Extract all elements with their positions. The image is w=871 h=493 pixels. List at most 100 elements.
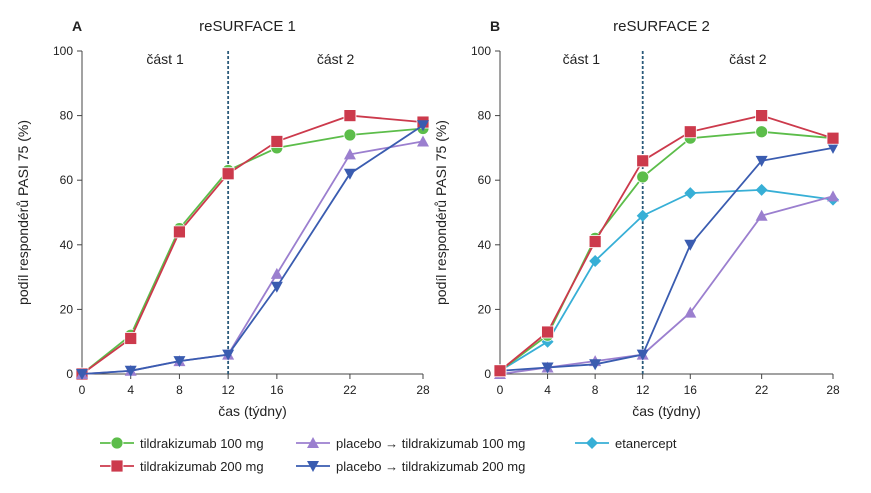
part-1-label: část 1 bbox=[146, 51, 184, 67]
legend-swatch-tilr100 bbox=[100, 436, 134, 450]
x-tick-label: 12 bbox=[221, 383, 235, 397]
legend-label-pl200: placebo → tildrakizumab 200 mg bbox=[336, 458, 526, 474]
data-point-pl200-a bbox=[270, 281, 283, 293]
y-tick-label: 0 bbox=[66, 367, 73, 381]
panel-a: 0 20 40 60 80 100 0 4 8 12 16 22 28 A reSURFACE 1 část … bbox=[15, 18, 430, 419]
data-point-pl200-b bbox=[589, 359, 602, 371]
legend-label-pl100: placebo → tildrakizumab 100 mg bbox=[336, 435, 526, 451]
data-point-tilr200-a bbox=[270, 135, 284, 148]
data-point-pl200-b bbox=[636, 349, 649, 361]
y-tick-label: 60 bbox=[60, 173, 74, 187]
part-2-label: část 2 bbox=[729, 51, 767, 67]
data-point-tilr200-b bbox=[588, 235, 602, 248]
data-point-etan-b bbox=[755, 183, 768, 196]
data-point-pl100-b bbox=[755, 209, 768, 221]
x-tick-label: 16 bbox=[684, 383, 698, 397]
part-1-label: část 1 bbox=[563, 51, 601, 67]
data-point-tilr200-b bbox=[683, 125, 697, 139]
legend-label-tilr200: tildrakizumab 200 mg bbox=[140, 458, 264, 474]
data-point-pl200-b bbox=[827, 142, 839, 154]
data-point-etan-b bbox=[589, 254, 602, 267]
legend-swatch-marker bbox=[307, 437, 319, 448]
data-point-pl200-a bbox=[173, 356, 186, 368]
x-tick-label: 16 bbox=[270, 383, 284, 397]
legend-swatch-marker bbox=[110, 459, 124, 473]
y-tick-label: 20 bbox=[60, 302, 74, 316]
legend-item-pl200: placebo → tildrakizumab 200 mg bbox=[296, 456, 525, 476]
x-tick-label: 0 bbox=[497, 383, 504, 397]
legend-item-tilr100: tildrakizumab 100 mg bbox=[100, 433, 264, 453]
data-point-pl200-a bbox=[76, 369, 88, 380]
y-tick-label: 40 bbox=[60, 238, 74, 252]
data-point-tilr200-b bbox=[755, 109, 769, 122]
legend: tildrakizumab 100 mg tildrakizumab 200 m… bbox=[100, 433, 676, 477]
x-tick-label: 0 bbox=[79, 383, 86, 397]
x-axis-label: čas (týdny) bbox=[632, 403, 700, 419]
data-point-tilr200-a bbox=[173, 225, 186, 239]
legend-swatch-etan bbox=[575, 437, 609, 449]
data-point-tilr200-a bbox=[221, 167, 235, 181]
x-tick-label: 8 bbox=[176, 383, 183, 397]
data-point-tilr100-a bbox=[343, 128, 357, 142]
data-point-tilr200-b bbox=[541, 325, 554, 339]
data-point-etan-b bbox=[636, 209, 649, 222]
data-point-etan-b bbox=[684, 187, 697, 200]
x-tick-label: 22 bbox=[343, 383, 357, 397]
data-point-pl100-b bbox=[684, 306, 697, 318]
x-tick-label: 4 bbox=[544, 383, 551, 397]
y-tick-label: 20 bbox=[478, 302, 492, 316]
data-point-pl200-b bbox=[684, 239, 697, 251]
legend-swatch-pl100 bbox=[296, 437, 330, 448]
data-point-pl100-b bbox=[827, 190, 839, 202]
x-tick-label: 22 bbox=[755, 383, 769, 397]
y-tick-label: 60 bbox=[478, 173, 492, 187]
x-tick-label: 28 bbox=[826, 383, 840, 397]
data-point-tilr200-a bbox=[343, 109, 357, 122]
data-point-tilr200-b bbox=[493, 364, 507, 378]
legend-item-pl100: placebo → tildrakizumab 100 mg bbox=[296, 433, 525, 453]
legend-label-etan: etanercept bbox=[615, 435, 677, 451]
panel-letter: B bbox=[490, 18, 500, 34]
data-point-pl100-a bbox=[343, 148, 356, 160]
legend-swatch-marker bbox=[586, 437, 598, 449]
data-point-pl200-b bbox=[755, 155, 768, 167]
series-line-pl100-b bbox=[499, 195, 834, 375]
legend-swatch-marker bbox=[307, 461, 319, 472]
x-tick-label: 12 bbox=[636, 383, 650, 397]
panel-title: reSURFACE 2 bbox=[613, 18, 710, 35]
data-point-pl200-b bbox=[541, 362, 554, 374]
data-point-tilr200-a bbox=[124, 332, 138, 345]
y-axis-label: podíl respondérů PASI 75 (%) bbox=[433, 120, 449, 305]
legend-item-etan: etanercept bbox=[575, 433, 676, 453]
y-tick-label: 100 bbox=[471, 44, 491, 58]
data-point-pl100-a bbox=[270, 267, 283, 279]
data-point-tilr100-b bbox=[636, 170, 650, 184]
y-tick-label: 80 bbox=[60, 109, 74, 123]
x-tick-label: 8 bbox=[592, 383, 599, 397]
x-tick-label: 28 bbox=[416, 383, 430, 397]
panel-letter: A bbox=[72, 18, 82, 34]
part-2-label: část 2 bbox=[317, 51, 355, 67]
data-point-pl200-a bbox=[417, 120, 429, 132]
y-tick-label: 40 bbox=[478, 238, 492, 252]
panel-title: reSURFACE 1 bbox=[199, 18, 296, 35]
legend-label-tilr100: tildrakizumab 100 mg bbox=[140, 435, 264, 451]
data-point-tilr100-b bbox=[755, 125, 769, 139]
legend-swatch-tilr200 bbox=[100, 459, 134, 473]
data-point-tilr200-b bbox=[826, 131, 840, 145]
y-axis-label: podíl respondérů PASI 75 (%) bbox=[15, 120, 31, 305]
x-axis-label: čas (týdny) bbox=[218, 403, 286, 419]
data-point-pl200-a bbox=[222, 349, 235, 361]
y-tick-label: 100 bbox=[53, 44, 73, 58]
data-point-pl200-a bbox=[124, 365, 137, 377]
data-point-pl200-a bbox=[343, 168, 356, 180]
panel-b: 0 20 40 60 80 100 0 4 8 12 16 22 28 B reSURFACE 2 část … bbox=[433, 18, 840, 419]
y-tick-label: 80 bbox=[478, 109, 492, 123]
data-point-tilr200-b bbox=[636, 154, 650, 168]
legend-swatch-pl200 bbox=[296, 461, 330, 472]
legend-item-tilr200: tildrakizumab 200 mg bbox=[100, 456, 264, 476]
y-tick-label: 0 bbox=[484, 367, 491, 381]
x-tick-label: 4 bbox=[127, 383, 134, 397]
legend-swatch-marker bbox=[110, 436, 124, 450]
